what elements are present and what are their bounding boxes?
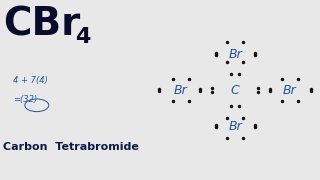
- Text: 4: 4: [75, 27, 91, 47]
- Text: Carbon  Tetrabromide: Carbon Tetrabromide: [3, 142, 139, 152]
- Text: C: C: [231, 84, 240, 96]
- Text: Br: Br: [228, 48, 242, 60]
- Text: Br: Br: [228, 120, 242, 132]
- Text: Br: Br: [174, 84, 188, 96]
- Text: 4 + 7(4): 4 + 7(4): [13, 76, 48, 85]
- Text: CBr: CBr: [3, 5, 80, 43]
- Text: =(32): =(32): [13, 95, 37, 104]
- Text: Br: Br: [283, 84, 296, 96]
